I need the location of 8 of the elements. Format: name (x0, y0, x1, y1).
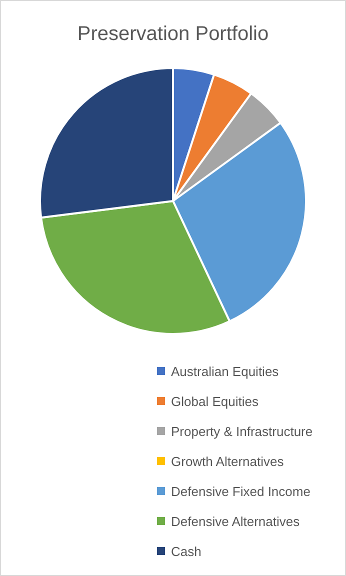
legend-label: Growth Alternatives (171, 454, 284, 469)
legend-label: Defensive Fixed Income (171, 484, 310, 499)
legend-label: Defensive Alternatives (171, 514, 300, 529)
legend-label: Cash (171, 544, 202, 559)
legend-label: Global Equities (171, 394, 259, 409)
chart-title: Preservation Portfolio (77, 23, 269, 45)
legend-label: Property & Infrastructure (171, 424, 313, 439)
legend-label: Australian Equities (171, 364, 280, 379)
